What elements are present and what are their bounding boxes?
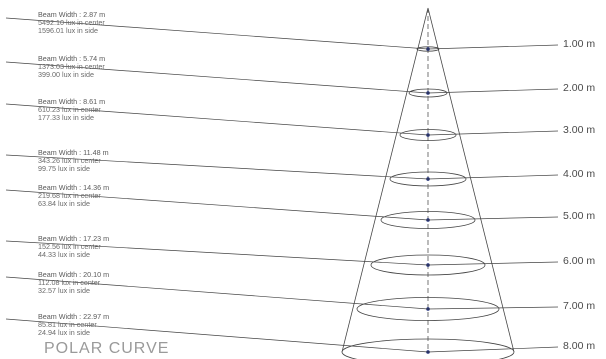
beam-ellipse [356, 297, 500, 321]
left-leader-line [5, 318, 429, 353]
distance-label: 8.00 m [563, 340, 596, 352]
beam-width-text: Beam Width : 14.36 m [38, 183, 110, 192]
center-lux-text: 85.81 lux in center [38, 320, 97, 329]
beam-ellipse [370, 254, 486, 276]
beam-width-text: Beam Width : 17.23 m [38, 234, 110, 243]
level-label-group: Beam Width : 20.10 m 112.08 lux in center… [38, 271, 148, 295]
beam-ellipse [399, 129, 457, 141]
right-leader-line [427, 44, 559, 50]
distance-label: 3.00 m [563, 124, 596, 136]
beam-ellipse [341, 338, 515, 359]
side-lux-text: 44.33 lux in side [38, 250, 90, 259]
level-label-group: Beam Width : 2.87 m 5492.10 lux in center… [38, 11, 148, 35]
level-label-group: Beam Width : 14.36 m 219.68 lux in center… [38, 184, 148, 208]
cone-right-edge [427, 7, 515, 353]
center-lux-text: 343.26 lux in center [38, 156, 101, 165]
right-leader-line [427, 306, 559, 310]
right-leader-line [427, 346, 559, 353]
left-leader-line [5, 17, 429, 50]
distance-label: 7.00 m [563, 300, 596, 312]
beam-width-text: Beam Width : 2.87 m [38, 10, 106, 19]
beam-width-text: Beam Width : 20.10 m [38, 270, 110, 279]
center-lux-text: 112.08 lux in center [38, 278, 101, 287]
center-lux-text: 219.68 lux in center [38, 191, 101, 200]
beam-ellipse [408, 88, 448, 98]
distance-label: 2.00 m [563, 82, 596, 94]
right-leader-line [427, 261, 559, 266]
left-leader-line [5, 154, 429, 180]
beam-ellipse [389, 171, 467, 187]
center-lux-text: 152.56 lux in center [38, 242, 101, 251]
left-leader-line [5, 276, 429, 310]
level-label-group: Beam Width : 17.23 m 152.56 lux in center… [38, 235, 148, 259]
beam-width-text: Beam Width : 8.61 m [38, 97, 106, 106]
left-leader-line [5, 240, 429, 266]
distance-label: 1.00 m [563, 38, 596, 50]
side-lux-text: 99.75 lux in side [38, 164, 90, 173]
level-label-group: Beam Width : 22.97 m 85.81 lux in center 2… [38, 313, 148, 337]
side-lux-text: 177.33 lux in side [38, 113, 94, 122]
left-leader-line [5, 189, 429, 221]
right-leader-line [427, 130, 559, 136]
side-lux-text: 63.84 lux in side [38, 199, 90, 208]
side-lux-text: 24.94 lux in side [38, 328, 90, 337]
distance-label: 4.00 m [563, 168, 596, 180]
beam-width-text: Beam Width : 11.48 m [38, 148, 109, 157]
diagram-title: POLAR CURVE [44, 340, 170, 357]
center-lux-text: 610.23 lux in center [38, 105, 101, 114]
side-lux-text: 399.00 lux in side [38, 70, 94, 79]
beam-width-text: Beam Width : 5.74 m [38, 54, 106, 63]
level-label-group: Beam Width : 8.61 m 610.23 lux in center 1… [38, 98, 148, 122]
side-lux-text: 1596.01 lux in side [38, 26, 98, 35]
side-lux-text: 32.57 lux in side [38, 286, 90, 295]
level-label-group: Beam Width : 11.48 m 343.26 lux in center… [38, 149, 148, 173]
beam-ellipse [380, 211, 476, 229]
right-leader-line [427, 174, 559, 180]
left-leader-line [5, 103, 429, 136]
center-lux-text: 1373.03 lux in center [38, 62, 105, 71]
center-lux-text: 5492.10 lux in center [38, 18, 105, 27]
right-leader-line [427, 216, 559, 221]
distance-label: 6.00 m [563, 255, 596, 267]
left-leader-line [5, 61, 429, 94]
cone-left-edge [341, 7, 429, 353]
level-label-group: Beam Width : 5.74 m 1373.03 lux in center… [38, 55, 148, 79]
right-leader-line [427, 88, 559, 94]
beam-width-text: Beam Width : 22.97 m [38, 312, 110, 321]
distance-label: 5.00 m [563, 210, 596, 222]
